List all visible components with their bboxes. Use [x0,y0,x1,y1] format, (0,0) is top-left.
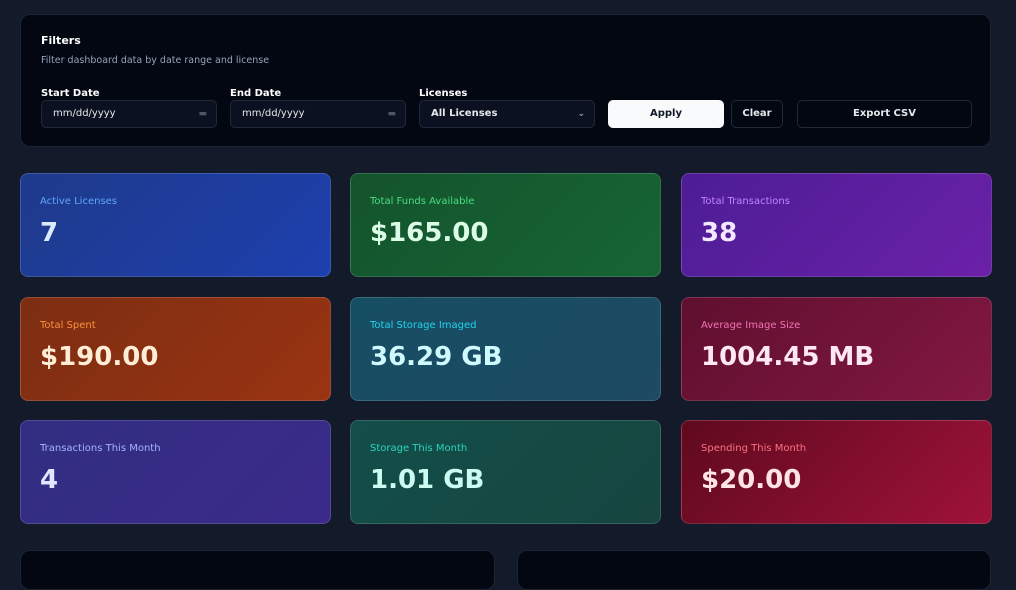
start-date-label: Start Date [41,88,100,99]
licenses-label: Licenses [419,88,468,99]
stat-value: $190.00 [40,342,159,372]
stat-title: Total Spent [40,320,96,331]
chart-panel-right [517,550,991,590]
end-date-label: End Date [230,88,282,99]
end-date-value: mm/dd/yyyy [242,108,305,119]
stat-title: Spending This Month [701,443,807,454]
chart-panel-left [20,550,495,590]
filters-title: Filters [41,34,81,47]
stat-card: Average Image Size 1004.45 MB [681,297,992,401]
stat-title: Transactions This Month [40,443,161,454]
start-date-input[interactable]: mm/dd/yyyy ▬ [41,100,217,128]
export-csv-button[interactable]: Export CSV [797,100,972,128]
clear-button[interactable]: Clear [731,100,783,128]
apply-button[interactable]: Apply [608,100,724,128]
end-date-input[interactable]: mm/dd/yyyy ▬ [230,100,406,128]
stat-card: Total Storage Imaged 36.29 GB [350,297,661,401]
stat-value: 1.01 GB [370,465,485,495]
stat-title: Active Licenses [40,196,118,207]
calendar-icon[interactable]: ▬ [387,109,396,119]
stat-card: Transactions This Month 4 [20,420,331,524]
stat-card: Total Transactions 38 [681,173,992,277]
stat-title: Average Image Size [701,320,801,331]
calendar-icon[interactable]: ▬ [198,109,207,119]
chevron-down-icon: ⌄ [577,109,585,119]
stat-value: 36.29 GB [370,342,503,372]
stat-value: 7 [40,218,59,248]
stat-title: Total Funds Available [370,196,475,207]
stat-title: Storage This Month [370,443,468,454]
start-date-value: mm/dd/yyyy [53,108,116,119]
stat-value: $165.00 [370,218,489,248]
stat-title: Total Storage Imaged [370,320,477,331]
stat-card: Total Spent $190.00 [20,297,331,401]
stat-card: Active Licenses 7 [20,173,331,277]
stat-value: 1004.45 MB [701,342,875,372]
stat-value: $20.00 [701,465,802,495]
licenses-value: All Licenses [431,108,498,119]
stat-title: Total Transactions [701,196,790,207]
stat-value: 4 [40,465,59,495]
stat-value: 38 [701,218,738,248]
stat-card: Spending This Month $20.00 [681,420,992,524]
filters-subtitle: Filter dashboard data by date range and … [41,55,270,66]
filters-panel: Filters Filter dashboard data by date ra… [20,14,991,147]
licenses-select[interactable]: All Licenses ⌄ [419,100,595,128]
stat-card: Storage This Month 1.01 GB [350,420,661,524]
stat-card: Total Funds Available $165.00 [350,173,661,277]
